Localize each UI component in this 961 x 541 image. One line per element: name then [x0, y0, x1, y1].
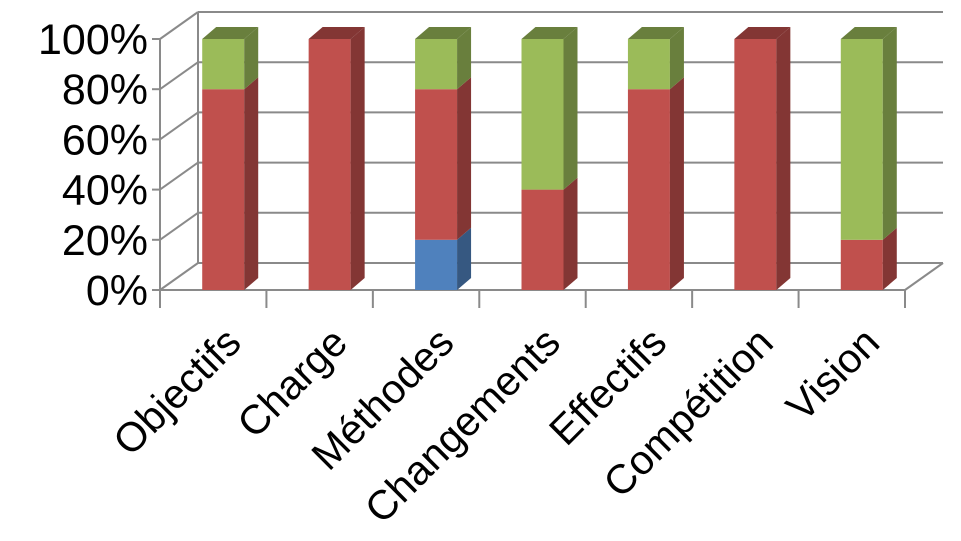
bar-segment-side [457, 227, 472, 290]
bar-segment-top [734, 27, 791, 39]
y-tick-label: 80% [62, 66, 148, 114]
bar-segment [308, 39, 351, 290]
bar-segment-side [669, 27, 684, 90]
bar-segment [521, 189, 564, 290]
bar-segment-side [244, 27, 259, 90]
x-category-label: Objectifs [104, 319, 249, 464]
bar-segment [415, 39, 458, 90]
gridline-depth [159, 11, 199, 40]
bar-segment-side [563, 27, 578, 190]
bar-segment-side [882, 227, 897, 290]
y-tick-label: 0% [86, 267, 148, 315]
bar-segment-side [244, 77, 259, 290]
bar-segment-side [457, 77, 472, 240]
gridline-depth [159, 262, 199, 291]
bar-segment-side [669, 77, 684, 290]
bar-segment-top [202, 27, 259, 39]
floor-edge [904, 262, 944, 291]
bar-segment-side [457, 27, 472, 90]
bar-segment [415, 239, 458, 290]
bar-segment-top [627, 27, 684, 39]
gridline-depth [159, 161, 199, 191]
bar-segment-side [882, 27, 897, 240]
gridline-depth [159, 111, 199, 141]
bar-segment-side [350, 27, 365, 290]
bar-segment-top [840, 27, 897, 39]
y-tick-label: 40% [62, 167, 148, 215]
bar-segment [415, 89, 458, 240]
bar-segment-side [563, 177, 578, 290]
bar-segment-top [521, 27, 578, 39]
bar-segment [521, 39, 564, 190]
bar-segment [202, 89, 245, 290]
gridline-depth [159, 61, 199, 91]
x-category-label: Vision [777, 319, 888, 430]
bar-segment-top [308, 27, 365, 39]
bar-segment-top [415, 27, 472, 39]
bar-segment [627, 39, 670, 90]
bar-segment [627, 89, 670, 290]
y-tick-label: 20% [62, 217, 148, 265]
bar-segment-side [776, 27, 791, 290]
y-tick-label: 60% [62, 116, 148, 164]
bar-segment [734, 39, 777, 290]
bar-segment [840, 239, 883, 290]
gridline-depth [159, 211, 199, 241]
bar-segment [840, 39, 883, 240]
bar-segment [202, 39, 245, 90]
y-tick-label: 100% [38, 16, 148, 64]
